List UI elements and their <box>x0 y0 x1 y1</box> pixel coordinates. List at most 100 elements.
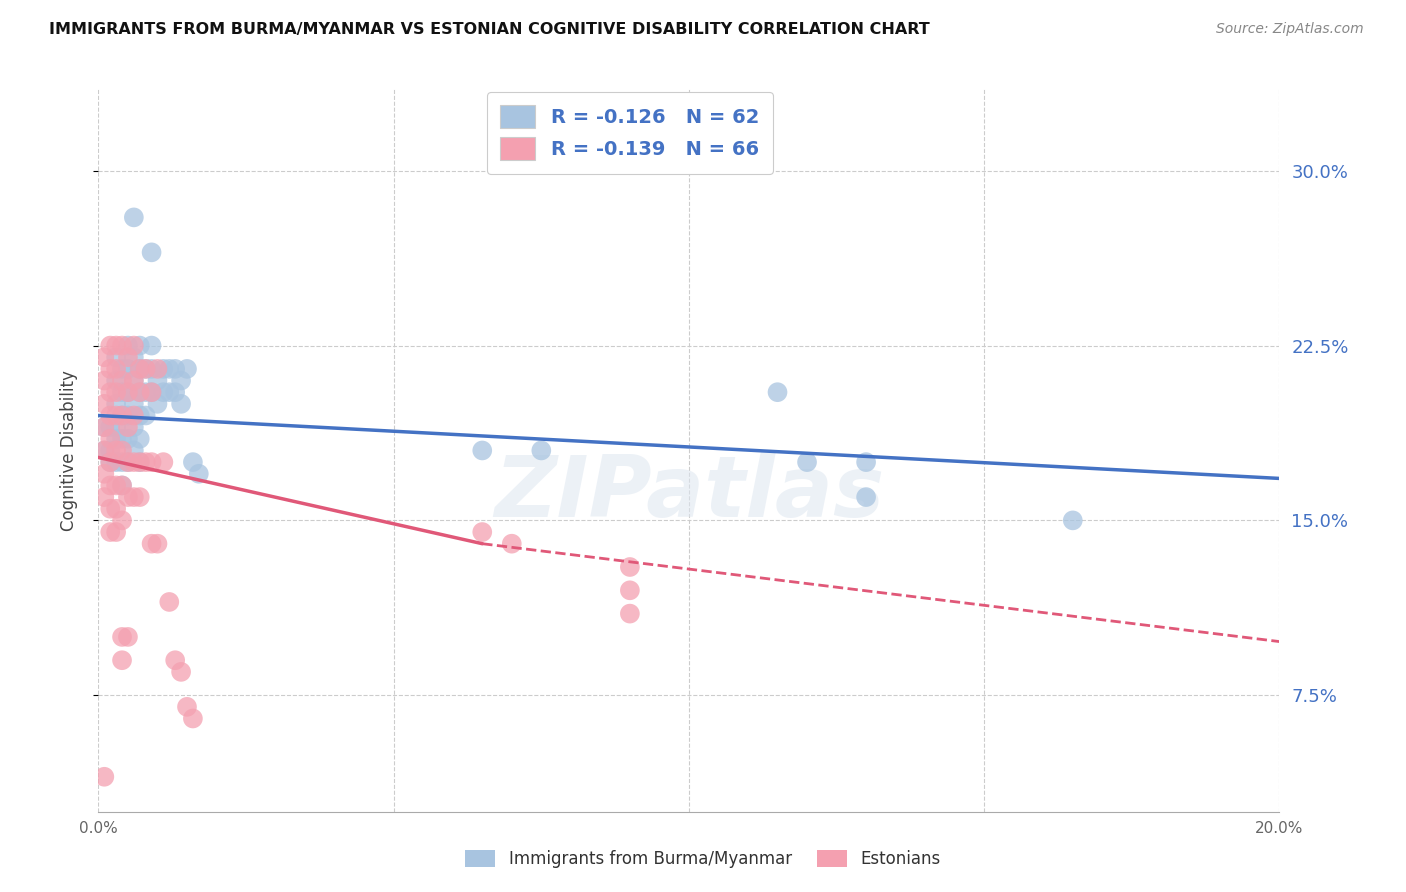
Point <box>93 490 115 504</box>
Point <box>176 699 198 714</box>
Point <box>141 385 163 400</box>
Point <box>117 362 139 376</box>
Point <box>146 362 169 376</box>
Point <box>157 385 180 400</box>
Point <box>93 443 115 458</box>
Point <box>98 524 121 539</box>
Text: ZIPatlas: ZIPatlas <box>494 452 884 535</box>
Point <box>98 432 121 446</box>
Point <box>122 490 145 504</box>
Point <box>855 455 877 469</box>
Point <box>105 455 128 469</box>
Point <box>93 374 115 388</box>
Point <box>111 362 134 376</box>
Point <box>165 385 187 400</box>
Point <box>93 420 115 434</box>
Point <box>117 385 139 400</box>
Point <box>117 455 139 469</box>
Point <box>796 455 818 469</box>
Point <box>122 455 145 469</box>
Point <box>98 478 121 492</box>
Point <box>111 653 134 667</box>
Point <box>105 409 128 423</box>
Point <box>105 478 128 492</box>
Point <box>128 490 150 504</box>
Point <box>122 338 145 352</box>
Point <box>98 501 121 516</box>
Point <box>122 211 145 225</box>
Point <box>141 455 163 469</box>
Point <box>111 432 134 446</box>
Point <box>1062 513 1084 527</box>
Point <box>471 443 494 458</box>
Point <box>135 455 157 469</box>
Point <box>619 607 641 621</box>
Point <box>111 630 134 644</box>
Point <box>157 362 180 376</box>
Point <box>181 455 204 469</box>
Point <box>105 338 128 352</box>
Point <box>128 338 150 352</box>
Point <box>105 432 128 446</box>
Point <box>117 350 139 364</box>
Text: Source: ZipAtlas.com: Source: ZipAtlas.com <box>1216 22 1364 37</box>
Point <box>93 420 115 434</box>
Point <box>105 420 128 434</box>
Point <box>135 362 157 376</box>
Point <box>152 385 174 400</box>
Point <box>170 374 193 388</box>
Point <box>135 385 157 400</box>
Point <box>146 397 169 411</box>
Point <box>122 397 145 411</box>
Point <box>111 409 134 423</box>
Point <box>117 490 139 504</box>
Point <box>128 455 150 469</box>
Point <box>128 455 150 469</box>
Point <box>176 362 198 376</box>
Legend: R = -0.126   N = 62, R = -0.139   N = 66: R = -0.126 N = 62, R = -0.139 N = 66 <box>486 92 773 174</box>
Point <box>117 338 139 352</box>
Point <box>146 374 169 388</box>
Point <box>93 443 115 458</box>
Point <box>117 630 139 644</box>
Point <box>98 338 121 352</box>
Point <box>98 455 121 469</box>
Point <box>111 409 134 423</box>
Point <box>122 443 145 458</box>
Point <box>181 711 204 725</box>
Point <box>135 409 157 423</box>
Point <box>111 455 134 469</box>
Point <box>187 467 209 481</box>
Point <box>105 524 128 539</box>
Point <box>152 455 174 469</box>
Point <box>111 338 134 352</box>
Y-axis label: Cognitive Disability: Cognitive Disability <box>59 370 77 531</box>
Legend: Immigrants from Burma/Myanmar, Estonians: Immigrants from Burma/Myanmar, Estonians <box>458 843 948 875</box>
Point <box>619 560 641 574</box>
Point <box>501 537 523 551</box>
Point <box>117 432 139 446</box>
Point <box>157 595 180 609</box>
Point <box>105 443 128 458</box>
Point <box>98 455 121 469</box>
Point <box>93 467 115 481</box>
Point <box>619 583 641 598</box>
Point <box>170 397 193 411</box>
Point <box>152 362 174 376</box>
Point <box>530 443 553 458</box>
Point <box>128 409 150 423</box>
Point <box>111 513 134 527</box>
Point <box>105 397 128 411</box>
Point <box>128 362 150 376</box>
Point <box>117 385 139 400</box>
Point <box>141 362 163 376</box>
Point <box>122 374 145 388</box>
Point <box>141 338 163 352</box>
Point <box>98 385 121 400</box>
Point <box>105 501 128 516</box>
Point <box>111 478 134 492</box>
Point <box>117 455 139 469</box>
Point <box>93 397 115 411</box>
Point <box>165 653 187 667</box>
Point <box>146 537 169 551</box>
